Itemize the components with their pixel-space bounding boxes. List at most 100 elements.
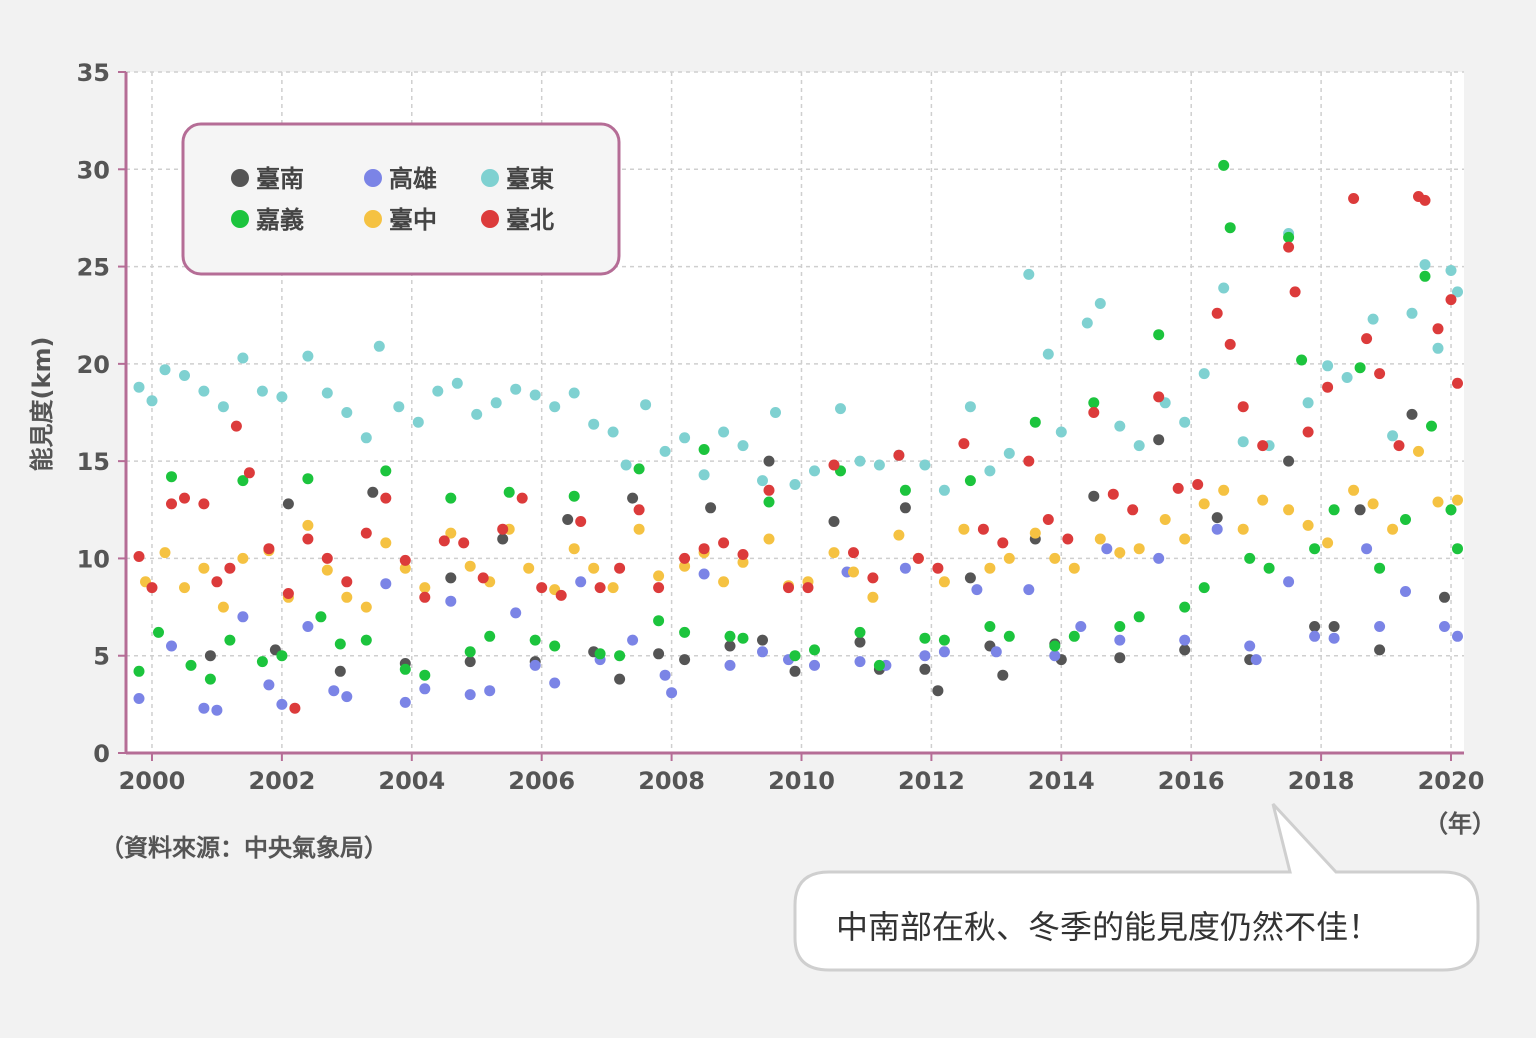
y-tick-label: 35 [77,59,110,87]
data-point [412,416,424,428]
data-point [724,630,736,642]
y-axis-title: 能見度(km) [28,337,56,472]
callout-shape [793,802,1480,972]
data-point [1439,621,1450,632]
data-point [1374,368,1386,380]
x-tick-label: 2002 [248,767,315,795]
data-point [724,640,736,652]
data-point [445,527,457,539]
data-point [783,582,794,594]
data-point [867,591,879,603]
data-point [854,626,866,638]
data-point [679,626,691,638]
data-point [451,377,463,389]
data-point [653,615,665,627]
data-point [932,562,944,574]
data-point [204,673,216,685]
data-point [1432,323,1444,335]
data-point [789,479,801,490]
y-tick-label: 15 [77,448,110,476]
data-point [1309,543,1321,555]
data-point [510,383,522,395]
data-point [256,656,268,668]
data-point [1322,381,1334,393]
data-point [529,634,541,646]
data-point [1354,504,1366,516]
data-point [1211,512,1223,524]
legend-marker [364,169,382,187]
data-point [1081,317,1093,329]
data-point [230,420,242,432]
data-point [555,589,567,601]
data-point [737,556,749,568]
data-point [679,432,691,444]
data-point [302,350,314,362]
data-point [1179,601,1191,613]
data-point [1283,576,1295,588]
data-point [263,543,275,555]
data-point [757,475,768,487]
data-point [1452,377,1463,389]
data-point [848,547,859,559]
data-point [399,562,411,574]
data-point [568,387,580,399]
data-point [445,595,457,607]
data-point [1367,498,1379,510]
data-point [399,554,411,566]
data-point [510,607,522,619]
data-point [224,562,236,574]
data-point [705,502,717,514]
legend-marker [481,169,499,187]
legend-label: 臺東 [506,165,554,193]
data-point [763,484,775,496]
data-point [302,533,314,545]
data-point [1003,447,1015,459]
data-point [575,516,587,527]
data-point [237,475,249,487]
data-point [964,401,976,413]
data-point [1328,504,1340,516]
data-point [809,644,820,656]
data-point [237,352,249,364]
data-point [1198,498,1210,510]
y-tick-label: 5 [93,643,110,671]
data-point [873,459,885,471]
axes [124,72,1464,755]
data-point [458,537,470,549]
data-point [179,582,190,594]
data-point [633,504,645,516]
data-point [321,564,333,576]
data-point [718,426,730,438]
data-point [1309,621,1321,632]
data-point [237,552,249,564]
data-point [1049,650,1061,662]
data-point [1374,621,1386,632]
data-point [529,389,541,401]
data-point [302,621,314,632]
data-point [1068,562,1080,574]
data-point [763,455,775,467]
data-point [529,659,541,671]
data-point [516,492,528,504]
data-point [1419,259,1431,271]
data-point [919,632,931,644]
data-point [198,498,210,510]
data-point [1302,519,1314,531]
data-point [854,455,866,467]
data-point [159,364,171,376]
data-point [938,634,950,646]
data-point [1283,455,1295,467]
data-point [919,459,931,471]
data-point [1283,231,1295,243]
data-point [737,440,749,452]
data-point [984,621,996,632]
data-point [1354,362,1366,374]
data-point [568,490,580,502]
data-points [133,159,1463,716]
data-point [1296,354,1308,366]
data-point [133,665,145,677]
data-point [1452,286,1463,298]
data-point [899,562,911,574]
legend-label: 嘉義 [256,206,304,234]
data-point [614,650,626,662]
